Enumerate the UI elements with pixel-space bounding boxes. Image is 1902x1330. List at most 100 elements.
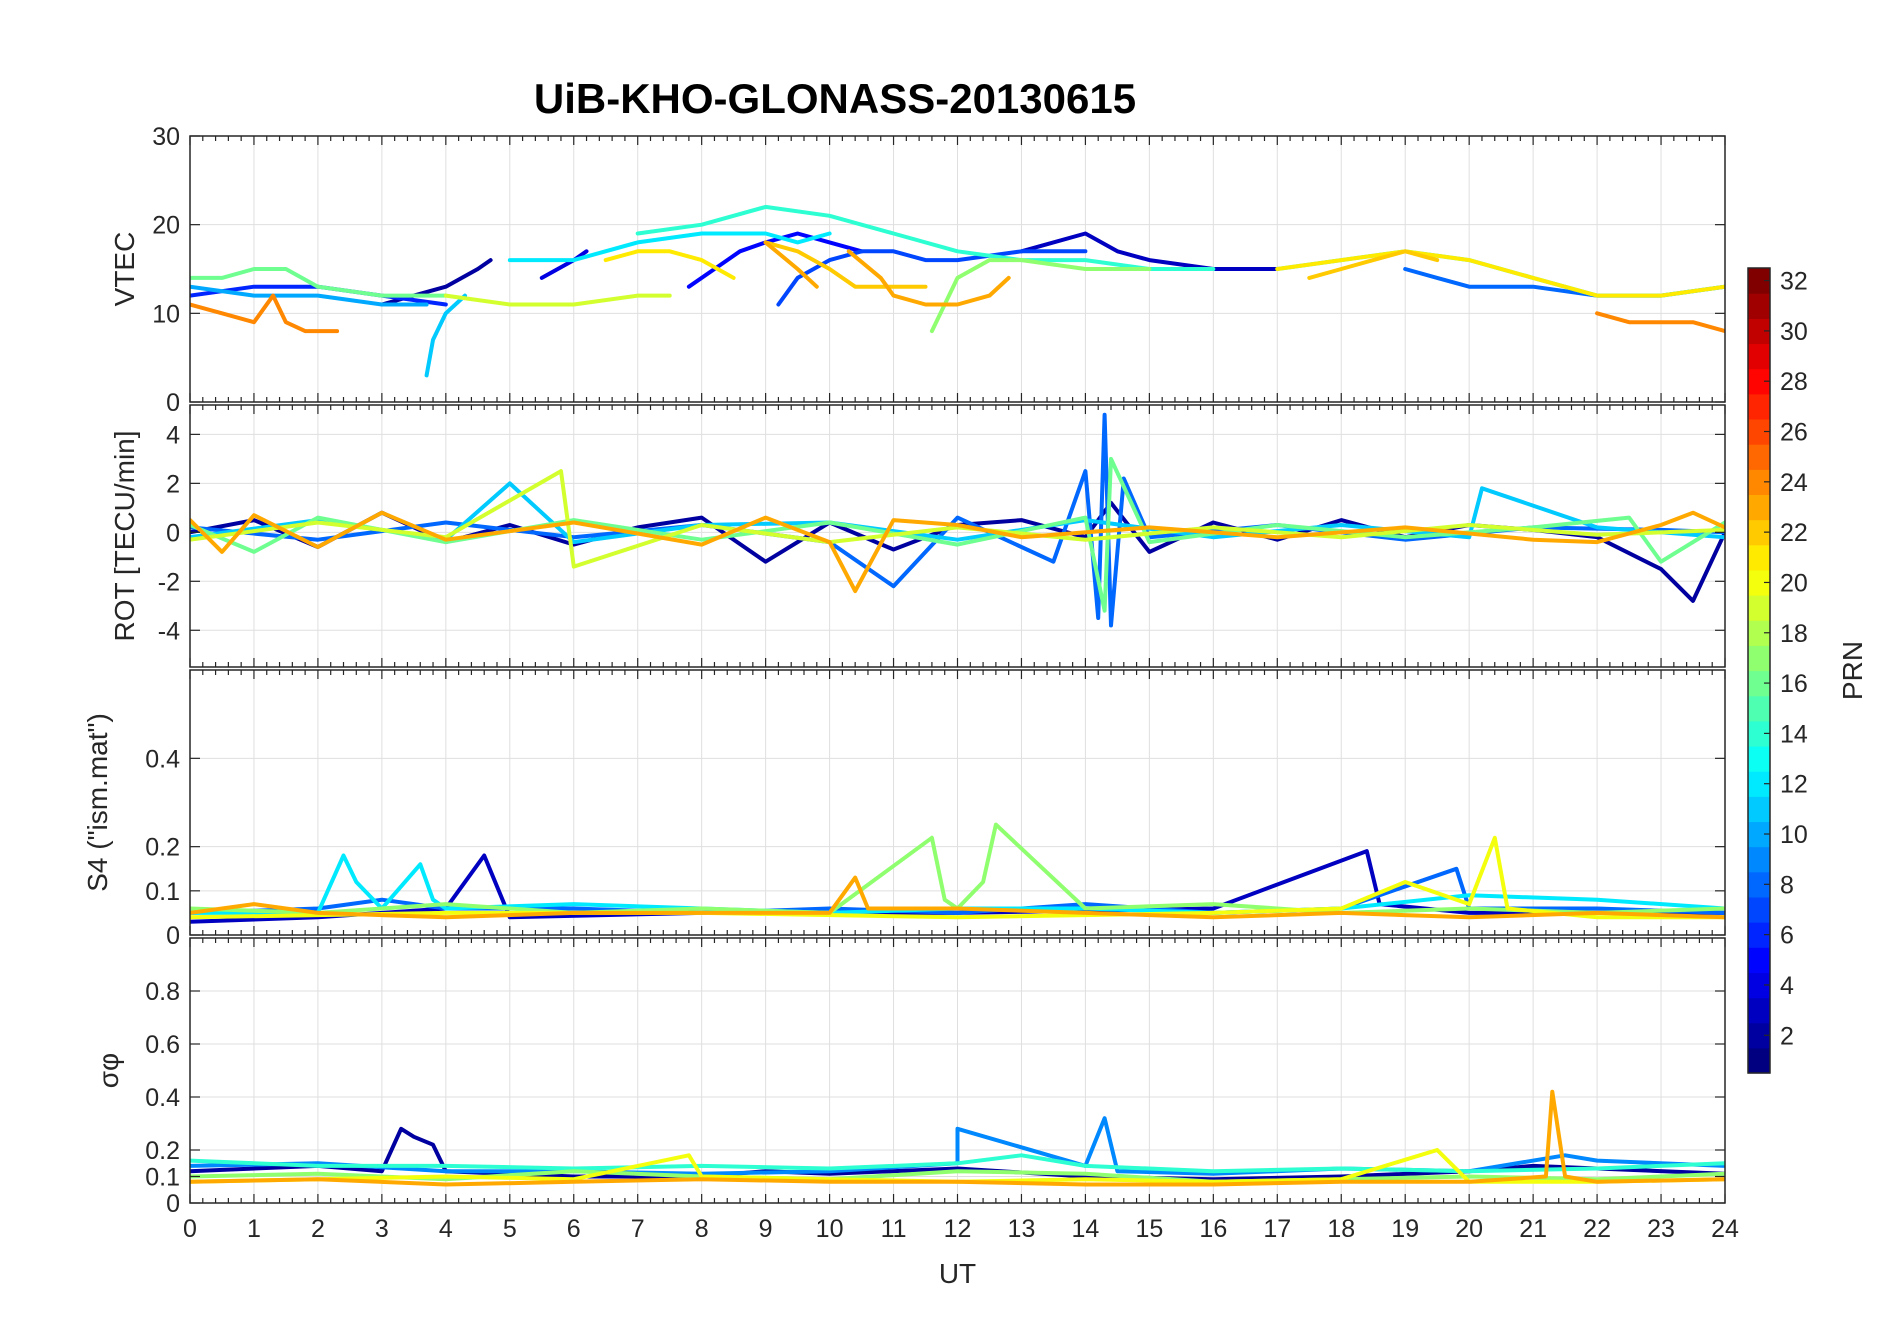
colorbar-swatch — [1748, 418, 1770, 445]
x-tick-label: 7 — [631, 1215, 645, 1243]
colorbar-swatch — [1748, 620, 1770, 646]
y-tick-label: 0 — [166, 1190, 180, 1218]
colorbar-swatch — [1748, 368, 1770, 395]
colorbar-swatch — [1748, 343, 1770, 370]
panel-3: 0 0.1 0.2 0.4 S4 ("ism.mat") — [82, 669, 1726, 950]
series-line-prn-22 — [763, 240, 928, 289]
colorbar-swatch — [1748, 947, 1770, 973]
colorbar-label: PRN — [1837, 641, 1868, 700]
colorbar-tick-label: 26 — [1780, 419, 1808, 447]
colorbar-tick-label: 30 — [1780, 318, 1808, 346]
y-tick-label: 10 — [152, 300, 180, 328]
colorbar-swatch — [1748, 318, 1770, 345]
series-line-prn-16 — [190, 267, 448, 298]
series-line-prn-17 — [929, 258, 1152, 334]
series-group — [190, 412, 1725, 628]
chart-title: UiB-KHO-GLONASS-20130615 — [534, 75, 1136, 122]
x-tick-label: 14 — [1072, 1215, 1100, 1243]
x-tick-label: 16 — [1199, 1215, 1227, 1243]
series-line-prn-14 — [635, 204, 1216, 271]
colorbar-swatch — [1748, 720, 1770, 747]
y-tick-label: 4 — [166, 421, 180, 449]
colorbar-tick-label: 18 — [1780, 620, 1808, 648]
colorbar-swatch — [1748, 544, 1770, 571]
x-axis: 0 1 2 3 4 5 6 7 8 9 10 11 12 13 14 15 16 17 18 19 20 21 22 23 24… — [183, 1215, 1739, 1289]
series-line-prn-23 — [846, 249, 1011, 307]
series-line-prn-12 — [190, 853, 1725, 915]
colorbar-swatch — [1748, 871, 1770, 898]
series-line-prn-10 — [190, 284, 429, 307]
colorbar-tick-label: 32 — [1780, 268, 1808, 296]
colorbar-swatch — [1748, 393, 1770, 420]
y-tick-label: 0.4 — [145, 745, 180, 773]
x-tick-label: 18 — [1327, 1215, 1355, 1243]
x-tick-label: 21 — [1519, 1215, 1547, 1243]
x-tick-label: 5 — [503, 1215, 517, 1243]
colorbar-tick-label: 14 — [1780, 720, 1808, 748]
y-tick-label: -2 — [158, 568, 180, 596]
series-group — [190, 204, 1725, 378]
x-tick-label: 11 — [881, 1215, 907, 1243]
colorbar-swatch — [1748, 896, 1770, 923]
x-tick-label: 24 — [1711, 1215, 1739, 1243]
colorbar-swatch — [1748, 796, 1770, 823]
colorbar-tick-label: 2 — [1780, 1022, 1794, 1050]
y-tick-label: 0.6 — [145, 1031, 180, 1059]
y-tick-label: 0 — [166, 922, 180, 950]
colorbar-swatch — [1748, 645, 1770, 672]
x-tick-label: 8 — [695, 1215, 709, 1243]
series-line-prn-23 — [190, 510, 1725, 594]
series-group — [190, 1089, 1725, 1187]
series-line-prn-4 — [539, 249, 589, 280]
x-tick-label: 1 — [247, 1215, 261, 1243]
x-tick-label: 20 — [1455, 1215, 1483, 1243]
series-line-prn-23 — [190, 1089, 1725, 1187]
colorbar-tick-label: 10 — [1780, 821, 1808, 849]
colorbar-swatch — [1748, 1047, 1770, 1074]
colorbar-tick-label: 22 — [1780, 519, 1808, 547]
colorbar-swatch — [1748, 695, 1770, 722]
x-tick-label: 4 — [439, 1215, 453, 1243]
colorbar-tick-label: 28 — [1780, 368, 1808, 396]
x-tick-label: 6 — [567, 1215, 581, 1243]
series-line-prn-21 — [603, 249, 736, 280]
x-tick-label: 13 — [1008, 1215, 1036, 1243]
y-tick-label: 0.4 — [145, 1084, 180, 1112]
series-line-prn-21 — [1275, 249, 1725, 298]
y-tick-label: 2 — [166, 470, 180, 498]
series-line-prn-12 — [507, 231, 832, 263]
x-tick-label: 9 — [759, 1215, 773, 1243]
colorbar-swatch — [1748, 997, 1770, 1024]
series-line-prn-22 — [1307, 249, 1440, 280]
colorbar-tick-label: 4 — [1780, 972, 1794, 1000]
colorbar-swatch — [1748, 1022, 1770, 1049]
series-line-prn-24 — [1595, 311, 1725, 334]
panel-2: -4 -2 0 2 4 ROT [TECU/min] — [109, 404, 1726, 668]
colorbar-swatch — [1748, 268, 1770, 294]
panel-1: 0 10 20 30 VTEC — [109, 123, 1726, 417]
y-tick-label: 0.2 — [145, 1137, 180, 1165]
colorbar-swatch — [1748, 569, 1770, 596]
x-tick-label: 2 — [311, 1215, 325, 1243]
colorbar-tick-label: 8 — [1780, 871, 1794, 899]
colorbar-tick-label: 16 — [1780, 670, 1808, 698]
colorbar-swatch — [1748, 595, 1770, 621]
colorbar-swatch — [1748, 922, 1770, 948]
x-tick-label: 17 — [1263, 1215, 1291, 1243]
x-tick-label: 22 — [1583, 1215, 1611, 1243]
series-line-prn-14 — [190, 1153, 1725, 1174]
y-tick-label: 20 — [152, 212, 180, 240]
colorbar-tick-label: 24 — [1780, 469, 1808, 497]
series-line-prn-19 — [190, 469, 1725, 569]
colorbar-swatch — [1748, 771, 1770, 797]
y-tick-label: -4 — [158, 617, 180, 645]
colorbar-swatch — [1748, 670, 1770, 697]
y-axis-label: ROT [TECU/min] — [109, 430, 140, 641]
colorbar-frame — [1747, 267, 1771, 1074]
series-line-prn-24 — [190, 293, 340, 334]
series-line-prn-11 — [424, 293, 467, 378]
x-tick-label: 23 — [1647, 1215, 1675, 1243]
